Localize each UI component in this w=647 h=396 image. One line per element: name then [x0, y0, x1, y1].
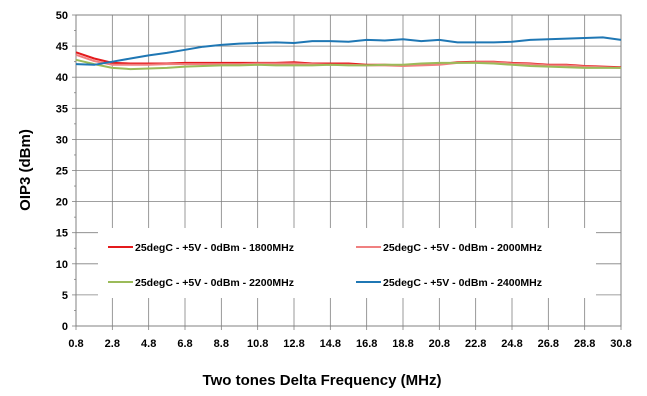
legend-label-2: 25degC - +5V - 0dBm - 2000MHz	[383, 242, 542, 254]
x-tick-label: 4.8	[141, 338, 156, 350]
x-tick-label: 2.8	[105, 338, 120, 350]
series-lines	[75, 36, 622, 71]
x-axis-title: Two tones Delta Frequency (MHz)	[203, 372, 442, 389]
x-tick-label: 30.8	[610, 338, 631, 350]
y-tick-labels: 0 5 10 15 20 25 30 35 40 45 50	[56, 10, 68, 333]
x-tick-label: 28.8	[574, 338, 595, 350]
x-tick-label: 14.8	[320, 338, 341, 350]
y-tick-label: 50	[56, 10, 68, 22]
y-tick-label: 35	[56, 103, 68, 115]
y-tick-label: 20	[56, 197, 68, 209]
y-tick-label: 30	[56, 134, 68, 146]
x-tick-label: 12.8	[283, 338, 304, 350]
series-line-3	[75, 58, 621, 71]
y-tick-label: 25	[56, 166, 68, 178]
x-tick-label: 16.8	[356, 338, 377, 350]
y-tick-label: 0	[62, 321, 68, 333]
legend-box	[98, 228, 596, 298]
x-tick-label: 6.8	[177, 338, 192, 350]
x-tick-label: 20.8	[429, 338, 450, 350]
series-line-4	[75, 36, 622, 66]
x-tick-label: 24.8	[501, 338, 522, 350]
y-axis-title: OIP3 (dBm)	[17, 129, 34, 211]
x-tick-labels: 0.8 2.8 4.8 6.8 8.8 10.8 12.8 14.8 16.8 18.8 20.8 2…	[68, 338, 631, 350]
y-tick-label: 10	[56, 259, 68, 271]
y-tick-label: 40	[56, 72, 68, 84]
legend-label-4: 25degC - +5V - 0dBm - 2400MHz	[383, 277, 542, 289]
x-tick-label: 22.8	[465, 338, 486, 350]
y-tick-label: 45	[56, 41, 68, 53]
y-tick-label: 5	[62, 290, 68, 302]
legend-label-1: 25degC - +5V - 0dBm - 1800MHz	[135, 242, 294, 254]
y-tick-label: 15	[56, 228, 68, 240]
legend-label-3: 25degC - +5V - 0dBm - 2200MHz	[135, 277, 294, 289]
x-tick-label: 0.8	[68, 338, 83, 350]
legend: 25degC - +5V - 0dBm - 1800MHz 25degC - +5…	[108, 242, 542, 289]
x-tick-label: 10.8	[247, 338, 268, 350]
x-tick-label: 8.8	[214, 338, 229, 350]
x-tick-label: 18.8	[392, 338, 413, 350]
x-tick-label: 26.8	[538, 338, 559, 350]
